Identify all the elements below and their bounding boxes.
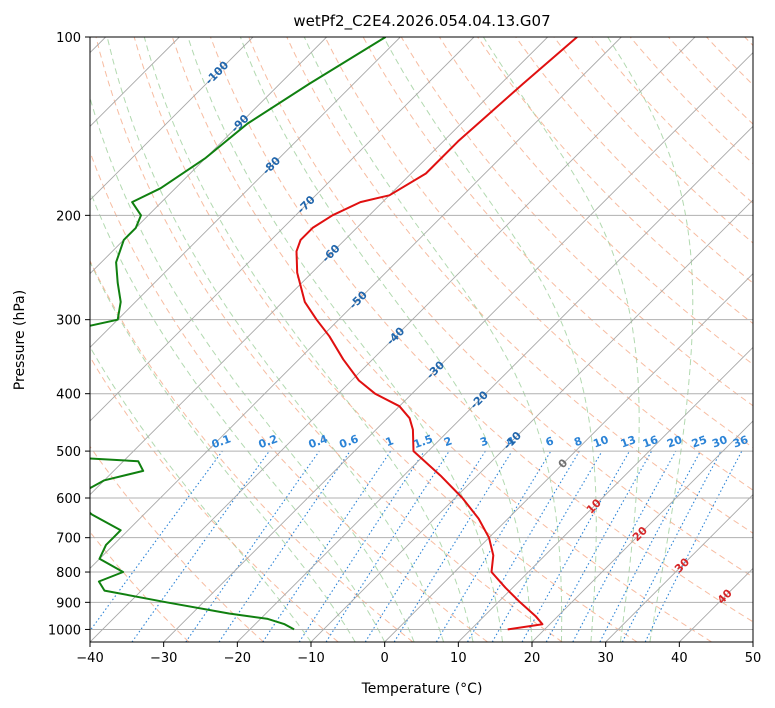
isotherm--100 [90, 37, 254, 201]
temperature-profile [295, 37, 578, 631]
isotherm--20 [237, 125, 753, 642]
axes: −40 −30 −20 −10 0 10 20 30 40 5010020030040050060… [48, 31, 761, 666]
isotherm--70 [90, 37, 475, 422]
dry-adiabat [95, 37, 563, 642]
dry-adiabat [477, 37, 753, 325]
dry-adiabat [591, 37, 753, 204]
y-tick-label: 600 [56, 492, 81, 507]
dry-adiabat [90, 259, 414, 642]
isotherm-20 [531, 420, 753, 642]
dry-adiabat [90, 445, 264, 642]
isotherm--10 [310, 199, 753, 642]
mixing-ratio-label: 4 [505, 434, 517, 449]
y-axis-label: Pressure (hPa) [12, 290, 28, 390]
y-tick-label: 200 [56, 209, 81, 224]
isotherm--90 [90, 37, 327, 275]
mixing-ratio-label: 1.5 [412, 432, 435, 451]
x-tick-label: 0 [381, 651, 389, 666]
mixing-ratio-label: 8 [572, 434, 584, 449]
y-tick-label: 100 [56, 31, 81, 46]
isotherm-30 [605, 494, 753, 642]
isotherm--40 [90, 37, 696, 642]
dry-adiabat [210, 37, 753, 623]
mixing-ratio-line [364, 450, 486, 642]
dry-adiabat [400, 37, 753, 407]
mixing-ratio-line [131, 450, 270, 642]
plot-area [90, 37, 753, 642]
mixing-ratio-line [185, 450, 320, 642]
mixing-ratio-line [435, 450, 552, 642]
mixing-ratio-label: 0.6 [338, 432, 361, 451]
mixing-ratio-label: 0.2 [257, 432, 280, 451]
mixing-ratio-label: 6 [544, 434, 556, 449]
mixing-ratio-line [218, 450, 351, 642]
isotherm--80 [90, 37, 401, 348]
isotherm--60 [90, 37, 548, 496]
dry-adiabat [133, 37, 638, 642]
mixing-ratio-line [325, 450, 450, 642]
y-tick-label: 900 [56, 596, 81, 611]
mixing-ratio-label: 25 [690, 433, 709, 450]
y-tick-label: 1000 [48, 623, 81, 638]
y-tick-label: 400 [56, 388, 81, 403]
moist-adiabat [607, 37, 694, 642]
y-tick-label: 700 [56, 532, 81, 547]
x-tick-label: −30 [150, 651, 177, 666]
dry-adiabat [515, 37, 753, 284]
grid [90, 37, 753, 642]
mixing-ratio-label: 30 [710, 433, 729, 451]
mixing-ratio-line [393, 450, 513, 642]
x-tick-label: −40 [76, 651, 103, 666]
moist-adiabat [187, 37, 503, 642]
x-tick-label: 20 [524, 651, 541, 666]
x-tick-label: −10 [297, 651, 324, 666]
mixing-ratio-label: 1 [384, 434, 396, 449]
mixing-ratio-label: 10 [591, 433, 610, 451]
moist-adiabat [303, 37, 563, 642]
mixing-ratio-label: 20 [665, 433, 684, 451]
moist-adiabat [90, 260, 356, 642]
mixing-ratio-label: 0.4 [307, 432, 330, 451]
x-axis-label: Temperature (°C) [361, 681, 483, 697]
mixing-ratio-line [467, 450, 580, 642]
isotherm--50 [90, 37, 622, 569]
mixing-ratio-line [572, 450, 677, 642]
moist-adiabat [239, 37, 533, 642]
dry-adiabat [629, 37, 753, 165]
moist-adiabat [143, 37, 474, 642]
isotherm--30 [163, 52, 753, 642]
mixing-ratio-label: 13 [619, 433, 638, 450]
chart-title: wetPf2_C2E4.2026.054.04.13.G07 [293, 12, 550, 31]
mixing-ratio-line [491, 450, 603, 642]
y-tick-label: 300 [56, 314, 81, 329]
mixing-ratio-line [90, 450, 223, 632]
mixing-ratio-label: 36 [731, 433, 750, 451]
x-tick-label: 40 [671, 651, 688, 666]
isotherm-0 [384, 273, 753, 642]
y-tick-label: 800 [56, 566, 81, 581]
x-tick-label: 50 [745, 651, 762, 666]
mixing-ratio-label: 0.1 [210, 432, 233, 451]
moist-adiabat [383, 37, 597, 642]
series [90, 37, 578, 631]
mixing-ratio-label: 3 [478, 434, 490, 449]
isotherm-10 [458, 346, 753, 642]
x-tick-label: −20 [224, 651, 251, 666]
dry-adiabat [171, 37, 712, 642]
mixing-ratio-line [521, 450, 630, 642]
dry-adiabat [324, 37, 753, 491]
moist-adiabat [482, 37, 640, 642]
moist-adiabat [90, 189, 386, 642]
plot-frame [89, 36, 754, 643]
dewpoint-profile [90, 37, 387, 631]
y-tick-label: 500 [56, 445, 81, 460]
x-tick-label: 30 [597, 651, 614, 666]
dry-adiabat [248, 37, 753, 578]
x-tick-label: 10 [450, 651, 467, 666]
moist-adiabat [106, 37, 445, 642]
mixing-ratio-label: 2 [442, 434, 454, 449]
mixing-ratio-label: 16 [641, 433, 660, 451]
